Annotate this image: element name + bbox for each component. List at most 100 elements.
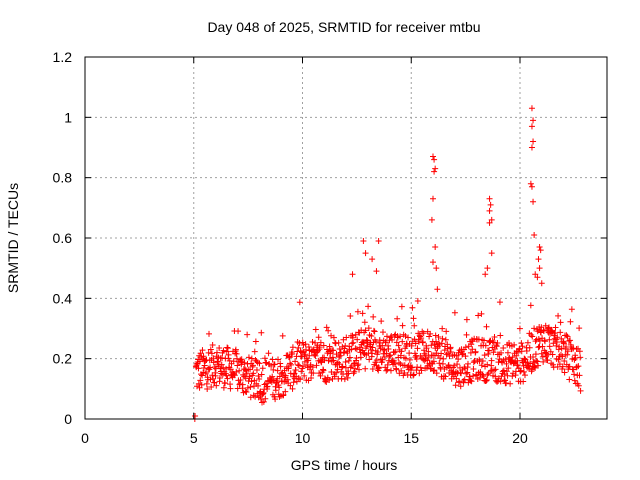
data-point [491,333,498,340]
data-point [218,361,225,368]
data-point [427,365,434,372]
data-point [253,366,260,373]
data-point [550,340,557,347]
data-point [349,340,356,347]
data-point [479,358,486,365]
data-point [431,168,438,175]
data-point [213,382,220,389]
data-point [356,366,363,373]
data-point [251,377,258,384]
data-point [252,393,259,400]
data-point [455,356,462,363]
data-point [570,345,577,352]
data-point [244,384,251,391]
data-point [535,344,542,351]
data-point [362,250,369,257]
data-point [249,362,256,369]
data-point [536,244,543,251]
data-point [497,332,504,339]
data-point [397,352,404,359]
data-point [526,344,533,351]
data-point [503,368,510,375]
data-point [526,365,533,372]
data-point [369,256,376,263]
data-point [301,372,308,379]
data-point [524,339,531,346]
data-point [497,378,504,385]
data-point [397,361,404,368]
data-point [296,340,303,347]
data-point [413,355,420,362]
data-point [352,365,359,372]
data-point [539,353,546,360]
data-point [425,348,432,355]
data-point [384,361,391,368]
data-point [395,342,402,349]
data-point [487,201,494,208]
data-point [530,363,537,370]
data-point [417,364,424,371]
data-point [313,362,320,369]
data-point [282,388,289,395]
data-point [506,354,513,361]
data-point [255,382,262,389]
data-point [206,330,213,337]
data-point [197,350,204,357]
data-point [204,386,211,393]
data-point [464,360,471,367]
data-point [536,265,543,272]
data-point [509,354,516,361]
data-point [365,303,372,310]
data-point [487,368,494,375]
data-point [302,351,309,358]
data-point [428,216,435,223]
data-point [394,315,401,322]
data-point [342,359,349,366]
data-point [411,322,418,329]
data-point [326,377,333,384]
data-point [292,367,299,374]
data-point [239,381,246,388]
data-point [560,340,567,347]
data-point [270,377,277,384]
data-point [469,338,476,345]
data-point [516,325,523,332]
data-point [475,336,482,343]
data-point [305,357,312,364]
data-point [378,318,385,325]
y-tick-label: 0.2 [53,351,73,367]
data-point [256,375,263,382]
data-point [490,339,497,346]
data-point [208,350,215,357]
data-point [540,358,547,365]
data-point [289,350,296,357]
data-point [468,341,475,348]
data-point [529,333,536,340]
data-point [566,376,573,383]
data-point [280,391,287,398]
x-tick-label: 0 [81,430,89,446]
data-point [428,342,435,349]
data-point [262,395,269,402]
data-point [498,349,505,356]
data-point [481,352,488,359]
data-point [438,340,445,347]
data-point [278,370,285,377]
data-point [479,371,486,378]
data-point [353,355,360,362]
data-point [440,355,447,362]
data-point [236,380,243,387]
data-point [564,333,571,340]
data-point [420,330,427,337]
data-point [272,396,279,403]
data-point [527,302,534,309]
data-point [221,380,228,387]
data-point [350,339,357,346]
data-point [352,345,359,352]
data-point [431,367,438,374]
data-point [220,364,227,371]
data-point [360,338,367,345]
data-point [515,349,522,356]
data-point [261,355,268,362]
y-axis-ticks: 0 0.2 0.4 0.6 0.8 1 1.2 [53,49,607,427]
